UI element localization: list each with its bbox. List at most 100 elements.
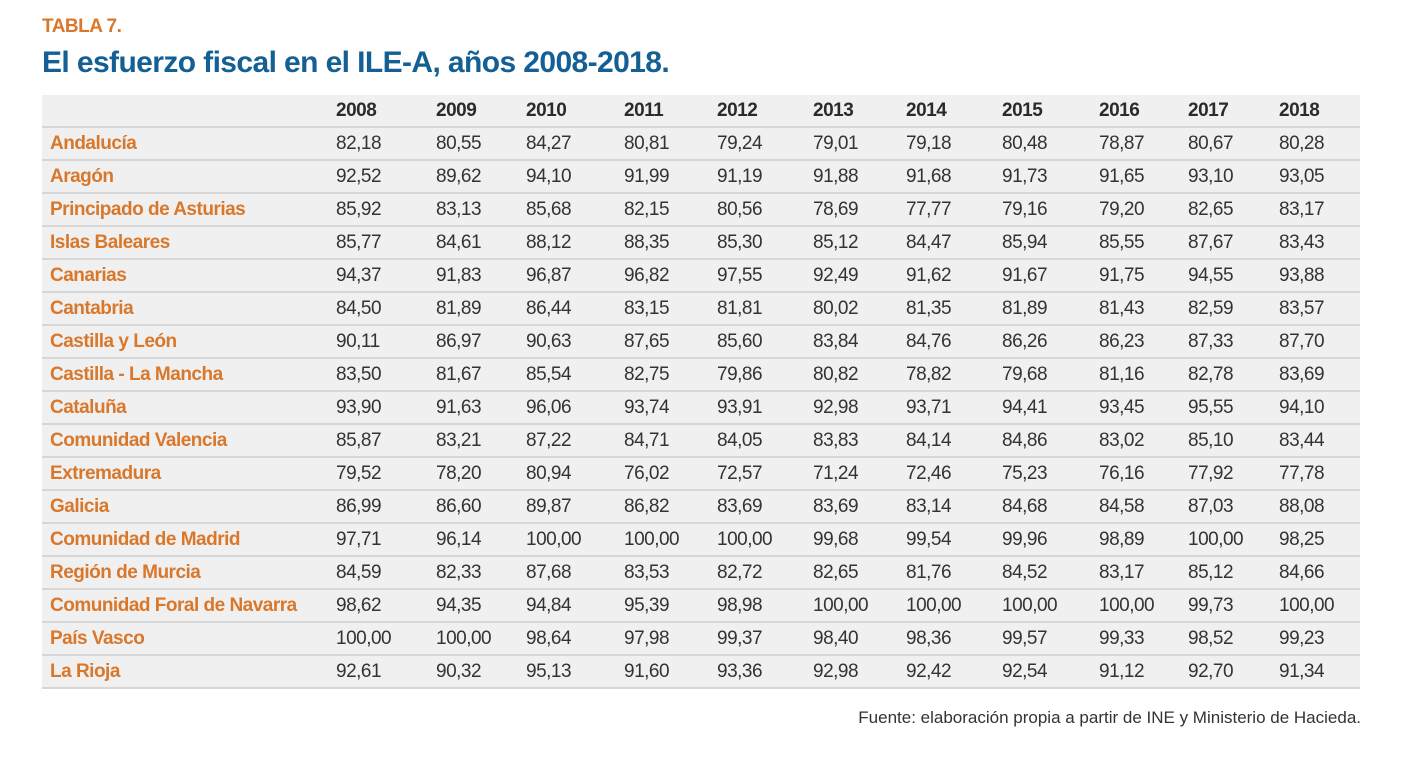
value-cell: 92,98 — [813, 655, 906, 689]
value-cell: 98,89 — [1099, 523, 1188, 557]
value-cell: 84,52 — [1002, 556, 1099, 590]
value-cell: 94,10 — [526, 160, 624, 194]
value-cell: 85,92 — [336, 193, 436, 227]
fiscal-effort-table: 2008 2009 2010 2011 2012 2013 2014 2015 2016 2017… — [42, 95, 1360, 689]
region-name: Cataluña — [42, 391, 336, 425]
value-cell: 86,60 — [436, 490, 526, 524]
value-cell: 85,77 — [336, 226, 436, 260]
table-row: Comunidad Valencia 85,87 83,21 87,22 84,71 84… — [42, 424, 1360, 458]
value-cell: 93,91 — [717, 391, 813, 425]
value-cell: 78,20 — [436, 457, 526, 491]
region-name: Galicia — [42, 490, 336, 524]
value-cell: 94,10 — [1279, 391, 1360, 425]
value-cell: 99,68 — [813, 523, 906, 557]
value-cell: 98,64 — [526, 622, 624, 656]
value-cell: 84,59 — [336, 556, 436, 590]
header-year: 2012 — [717, 95, 813, 128]
value-cell: 86,44 — [526, 292, 624, 326]
value-cell: 83,83 — [813, 424, 906, 458]
value-cell: 91,12 — [1099, 655, 1188, 689]
value-cell: 84,50 — [336, 292, 436, 326]
value-cell: 72,57 — [717, 457, 813, 491]
table-row: Comunidad Foral de Navarra 98,62 94,35 94,8… — [42, 589, 1360, 623]
value-cell: 85,10 — [1188, 424, 1279, 458]
value-cell: 79,16 — [1002, 193, 1099, 227]
value-cell: 84,86 — [1002, 424, 1099, 458]
value-cell: 94,41 — [1002, 391, 1099, 425]
table-row: Galicia 86,99 86,60 89,87 86,82 83,69 83,69 83,… — [42, 490, 1360, 524]
value-cell: 87,70 — [1279, 325, 1360, 359]
value-cell: 94,84 — [526, 589, 624, 623]
table-row: Aragón 92,52 89,62 94,10 91,99 91,19 91,88 91,6… — [42, 160, 1360, 194]
value-cell: 91,68 — [906, 160, 1002, 194]
value-cell: 91,75 — [1099, 259, 1188, 293]
value-cell: 92,52 — [336, 160, 436, 194]
value-cell: 72,46 — [906, 457, 1002, 491]
table-row: Cataluña 93,90 91,63 96,06 93,74 93,91 92,98 93… — [42, 391, 1360, 425]
value-cell: 91,88 — [813, 160, 906, 194]
table-header-row: 2008 2009 2010 2011 2012 2013 2014 2015 2016 2017… — [42, 95, 1360, 128]
value-cell: 83,21 — [436, 424, 526, 458]
header-year: 2013 — [813, 95, 906, 128]
value-cell: 100,00 — [526, 523, 624, 557]
value-cell: 86,26 — [1002, 325, 1099, 359]
value-cell: 96,14 — [436, 523, 526, 557]
value-cell: 92,61 — [336, 655, 436, 689]
value-cell: 80,81 — [624, 127, 717, 161]
header-year: 2015 — [1002, 95, 1099, 128]
value-cell: 94,55 — [1188, 259, 1279, 293]
region-name: Castilla y León — [42, 325, 336, 359]
value-cell: 81,35 — [906, 292, 1002, 326]
value-cell: 82,78 — [1188, 358, 1279, 392]
header-year: 2016 — [1099, 95, 1188, 128]
value-cell: 85,68 — [526, 193, 624, 227]
value-cell: 82,59 — [1188, 292, 1279, 326]
region-name: País Vasco — [42, 622, 336, 656]
value-cell: 77,92 — [1188, 457, 1279, 491]
value-cell: 100,00 — [1099, 589, 1188, 623]
value-cell: 84,27 — [526, 127, 624, 161]
value-cell: 83,13 — [436, 193, 526, 227]
value-cell: 100,00 — [717, 523, 813, 557]
source-note: Fuente: elaboración propia a partir de I… — [858, 708, 1361, 727]
value-cell: 80,28 — [1279, 127, 1360, 161]
region-name: Cantabria — [42, 292, 336, 326]
value-cell: 83,69 — [1279, 358, 1360, 392]
value-cell: 91,60 — [624, 655, 717, 689]
value-cell: 100,00 — [436, 622, 526, 656]
value-cell: 90,63 — [526, 325, 624, 359]
value-cell: 80,02 — [813, 292, 906, 326]
value-cell: 83,69 — [717, 490, 813, 524]
value-cell: 81,43 — [1099, 292, 1188, 326]
value-cell: 91,63 — [436, 391, 526, 425]
value-cell: 96,87 — [526, 259, 624, 293]
value-cell: 81,76 — [906, 556, 1002, 590]
value-cell: 98,40 — [813, 622, 906, 656]
value-cell: 83,69 — [813, 490, 906, 524]
value-cell: 99,73 — [1188, 589, 1279, 623]
value-cell: 93,90 — [336, 391, 436, 425]
value-cell: 91,73 — [1002, 160, 1099, 194]
value-cell: 86,99 — [336, 490, 436, 524]
value-cell: 87,67 — [1188, 226, 1279, 260]
value-cell: 84,66 — [1279, 556, 1360, 590]
value-cell: 88,35 — [624, 226, 717, 260]
value-cell: 92,42 — [906, 655, 1002, 689]
value-cell: 86,23 — [1099, 325, 1188, 359]
header-year: 2009 — [436, 95, 526, 128]
value-cell: 91,34 — [1279, 655, 1360, 689]
value-cell: 75,23 — [1002, 457, 1099, 491]
value-cell: 80,67 — [1188, 127, 1279, 161]
value-cell: 82,65 — [813, 556, 906, 590]
value-cell: 81,16 — [1099, 358, 1188, 392]
value-cell: 84,61 — [436, 226, 526, 260]
value-cell: 83,57 — [1279, 292, 1360, 326]
value-cell: 82,18 — [336, 127, 436, 161]
value-cell: 79,68 — [1002, 358, 1099, 392]
page-title: El esfuerzo fiscal en el ILE-A, años 200… — [42, 46, 670, 79]
value-cell: 98,25 — [1279, 523, 1360, 557]
value-cell: 84,58 — [1099, 490, 1188, 524]
value-cell: 79,20 — [1099, 193, 1188, 227]
value-cell: 95,55 — [1188, 391, 1279, 425]
value-cell: 91,67 — [1002, 259, 1099, 293]
